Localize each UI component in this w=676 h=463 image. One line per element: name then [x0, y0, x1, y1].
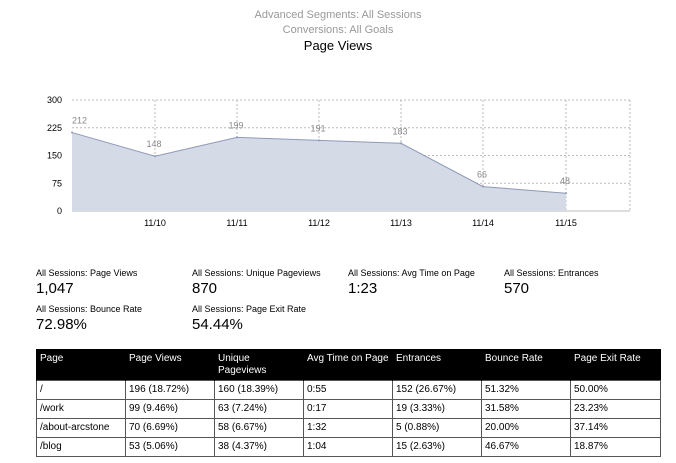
metric-value: 1,047 — [36, 280, 74, 297]
column-header: Bounce Rate — [481, 349, 571, 381]
metric-block: All Sessions: Bounce Rate 72.98% — [36, 304, 142, 334]
data-point — [236, 136, 238, 139]
conversions-subtitle: Conversions: All Goals — [282, 24, 394, 36]
data-label: 183 — [392, 126, 407, 136]
data-point — [482, 185, 484, 188]
table-cell: 18.87% — [570, 437, 661, 457]
table-cell: 160 (18.39%) — [214, 380, 304, 400]
metric-block: All Sessions: Avg Time on Page 1:23 — [348, 268, 475, 298]
x-tick-label: 11/13 — [390, 218, 412, 228]
table-cell: 99 (9.46%) — [125, 399, 215, 419]
metric-label: All Sessions: Entrances — [504, 268, 599, 278]
table-cell: 19 (3.33%) — [392, 399, 482, 419]
x-tick-label: 11/14 — [472, 218, 494, 228]
table-cell: 23.23% — [570, 399, 661, 419]
table-cell: 15 (2.63%) — [392, 437, 482, 457]
page-views-chart: 0 75 150 225 300 212 148 199 191 183 66 48 11/10 11/1… — [47, 95, 631, 228]
metric-block: All Sessions: Page Views 1,047 — [36, 268, 137, 298]
table-row: /196 (18.72%) 160 (18.39%) 0:55 152 (26.67%… — [36, 380, 661, 400]
table-cell: 63 (7.24%) — [214, 399, 304, 419]
table-cell: 53 (5.06%) — [125, 437, 215, 457]
table-cell: 1:04 — [303, 437, 393, 457]
table-cell: 0:17 — [303, 399, 393, 419]
metric-label: All Sessions: Page Exit Rate — [192, 304, 307, 314]
table-cell: 51.32% — [481, 380, 571, 400]
table-cell: 5 (0.88%) — [392, 418, 482, 438]
y-tick-label: 225 — [47, 123, 62, 133]
data-label: 148 — [146, 139, 161, 149]
metric-label: All Sessions: Avg Time on Page — [348, 268, 475, 278]
y-tick-label: 150 — [47, 151, 62, 161]
x-tick-label: 11/12 — [308, 218, 330, 228]
column-header: Unique Pageviews — [214, 349, 304, 381]
table-cell: 196 (18.72%) — [125, 380, 215, 400]
data-point — [565, 192, 567, 195]
column-header: Avg Time on Page — [303, 349, 393, 381]
table-cell: 0:55 — [303, 380, 393, 400]
x-tick-label: 11/11 — [226, 218, 247, 228]
column-header: Page Exit Rate — [570, 349, 661, 381]
metric-label: All Sessions: Page Views — [36, 268, 138, 278]
metric-label: All Sessions: Bounce Rate — [36, 304, 143, 314]
table-cell: 70 (6.69%) — [125, 418, 215, 438]
metric-value: 72.98% — [36, 316, 87, 333]
table-cell: 46.67% — [481, 437, 571, 457]
table-cell: 50.00% — [570, 380, 661, 400]
table-cell: 37.14% — [570, 418, 661, 438]
data-point — [318, 139, 320, 142]
metric-block: All Sessions: Unique Pageviews 870 — [192, 268, 321, 298]
data-label: 66 — [477, 170, 487, 180]
data-point — [154, 155, 156, 158]
x-tick-label: 11/15 — [555, 218, 577, 228]
table-cell: /work — [36, 399, 126, 419]
chart-title: Page Views — [303, 38, 373, 53]
table-cell: / — [36, 380, 126, 400]
table-cell: /about-arcstone — [36, 418, 126, 438]
y-tick-label: 0 — [57, 206, 62, 216]
table-row: /about-arcstone 70 (6.69%) 58 (6.67%) 1:32 5… — [36, 418, 661, 438]
table-row: /work 99 (9.46%) 63 (7.24%) 0:17 19 (3.33%) 3… — [36, 399, 661, 419]
data-label: 212 — [72, 116, 87, 126]
data-label: 48 — [560, 176, 570, 186]
data-label: 199 — [228, 120, 243, 130]
y-tick-label: 300 — [47, 95, 62, 105]
data-label: 191 — [310, 123, 325, 133]
metric-label: All Sessions: Unique Pageviews — [192, 268, 321, 278]
column-header: Page — [36, 349, 126, 381]
pages-table: Page Page Views Unique Pageviews Avg Time o… — [36, 349, 661, 457]
metric-block: All Sessions: Entrances 570 — [504, 268, 599, 298]
table-cell: 1:32 — [303, 418, 393, 438]
column-header: Page Views — [125, 349, 215, 381]
table-row: /blog 53 (5.06%) 38 (4.37%) 1:04 15 (2.63%) 4… — [36, 437, 661, 457]
table-cell: 20.00% — [481, 418, 571, 438]
metric-value: 54.44% — [192, 316, 243, 333]
table-cell: 58 (6.67%) — [214, 418, 304, 438]
table-header-row: Page Page Views Unique Pageviews Avg Time o… — [36, 349, 661, 381]
table-cell: 31.58% — [481, 399, 571, 419]
data-point — [400, 142, 402, 145]
area-fill — [72, 132, 566, 211]
column-header: Entrances — [392, 349, 482, 381]
table-cell: 152 (26.67%) — [392, 380, 482, 400]
data-point — [71, 131, 73, 134]
table-cell: /blog — [36, 437, 126, 457]
metric-value: 1:23 — [348, 280, 378, 297]
metric-block: All Sessions: Page Exit Rate 54.44% — [192, 304, 306, 334]
x-tick-label: 11/10 — [144, 218, 166, 228]
table-cell: 38 (4.37%) — [214, 437, 304, 457]
segments-subtitle: Advanced Segments: All Sessions — [254, 9, 422, 21]
metric-value: 870 — [192, 280, 218, 297]
metric-value: 570 — [504, 280, 530, 297]
y-tick-label: 75 — [52, 178, 62, 188]
